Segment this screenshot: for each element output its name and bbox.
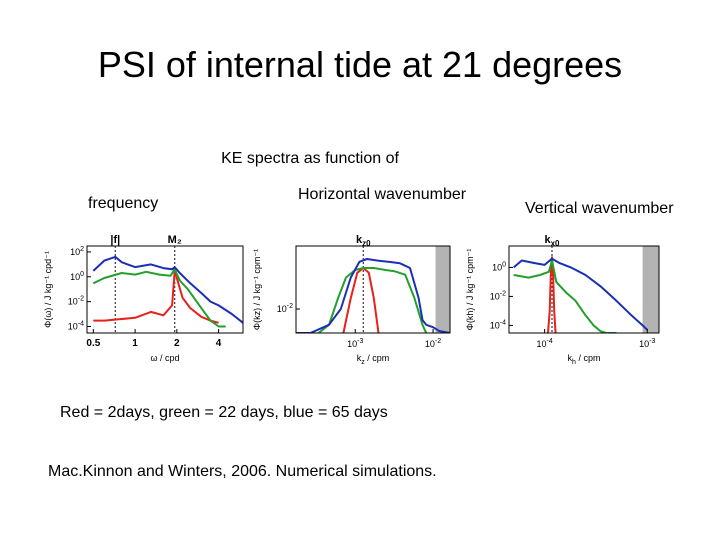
freq-series-red	[93, 269, 219, 324]
vert-ytick-label-0: 100	[492, 261, 506, 272]
freq-ytick-label-0: 102	[70, 246, 84, 257]
freq-marker-label-0: |f|	[110, 234, 120, 246]
freq-xtick-label-0: 0.5	[86, 338, 100, 349]
panel-label-frequency: frequency	[88, 195, 159, 212]
horiz-ylabel: Φ(kz) / J kg⁻¹ cpm⁻¹	[252, 249, 262, 330]
panel-label-horizontal-wavenumber: Horizontal wavenumber	[298, 186, 467, 203]
vert-series-blue	[513, 257, 648, 331]
legend-text: Red = 2days, green = 22 days, blue = 65 …	[60, 404, 388, 421]
slide-subtitle: KE spectra as function of	[221, 150, 399, 167]
vert-xlabel: kh / cpm	[568, 353, 601, 366]
horiz-xtick-label-0: 10-3	[347, 338, 363, 349]
freq-marker-label-1: M₂	[168, 234, 182, 246]
horiz-xtick-label-1: 10-2	[425, 338, 441, 349]
horiz-ytick-label-0: 10-2	[277, 303, 293, 314]
vert-xtick-label-0: 10-4	[536, 338, 552, 349]
vert-marker-label-0: kx0	[544, 234, 560, 248]
horiz-marker-label-0: kz0	[356, 234, 371, 248]
vert-ylabel: Φ(kh) / J kg⁻¹ cpm⁻¹	[465, 249, 475, 331]
horiz-shaded-band	[435, 246, 450, 333]
horiz-series-red	[342, 267, 380, 333]
horiz-plot-frame	[295, 245, 451, 334]
freq-series-blue	[92, 255, 243, 324]
freq-xlabel: ω / cpd	[150, 353, 179, 363]
freq-ytick-label-2: 10-2	[68, 296, 84, 307]
slide-title: PSI of internal tide at 21 degrees	[97, 44, 623, 85]
horiz-series-blue	[296, 258, 450, 333]
freq-ylabel: Φ(ω) / J kg⁻¹ cpd⁻¹	[43, 251, 53, 328]
freq-xtick-label-2: 2	[174, 338, 180, 349]
freq-plot-frame	[86, 245, 244, 334]
vert-xtick-label-1: 10-3	[639, 338, 655, 349]
freq-series-green	[92, 268, 226, 328]
vert-series-red	[547, 256, 557, 333]
freq-xtick-label-1: 1	[132, 338, 138, 349]
freq-ytick-label-3: 10-4	[68, 321, 84, 332]
freq-ytick-label-1: 100	[70, 271, 84, 282]
vert-shaded-band	[642, 246, 659, 333]
panel-label-vertical-wavenumber: Vertical wavenumber	[525, 200, 674, 217]
vert-plot-frame	[508, 245, 660, 334]
horiz-series-green	[317, 267, 428, 333]
horiz-xlabel: kz / cpm	[357, 353, 390, 366]
vert-ytick-label-2: 10-4	[490, 319, 506, 330]
citation: Mac.Kinnon and Winters, 2006. Numerical …	[48, 463, 437, 480]
vert-series-green	[513, 259, 617, 333]
vert-ytick-label-1: 10-2	[490, 290, 506, 301]
freq-xtick-label-3: 4	[216, 338, 222, 349]
